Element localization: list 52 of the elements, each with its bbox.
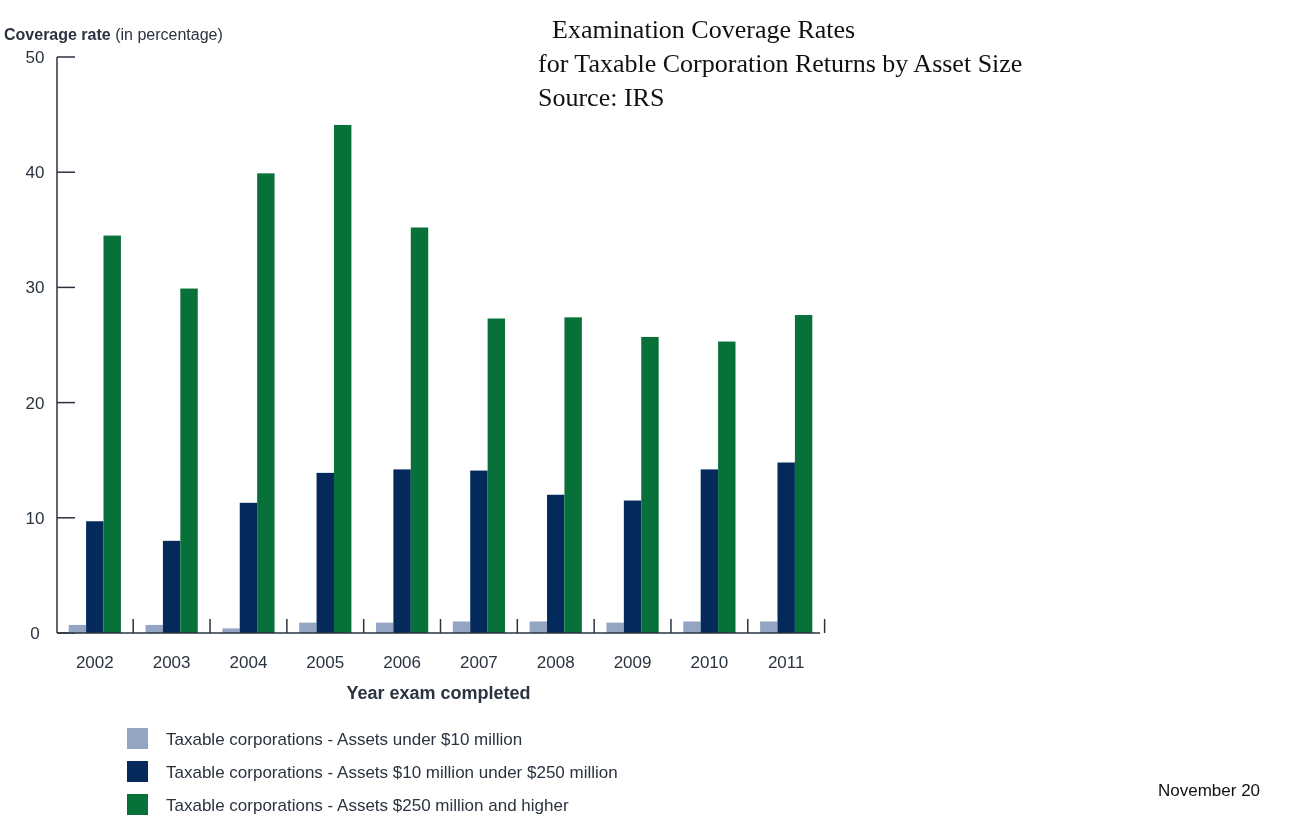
bar [470, 470, 488, 633]
x-tick-label: 2008 [536, 653, 575, 672]
bar [222, 628, 240, 633]
y-tick-label: 30 [25, 278, 45, 298]
y-tick-label: 0 [30, 623, 40, 643]
x-tick-label: 2005 [306, 653, 345, 672]
bar [86, 521, 104, 633]
x-tick-label: 2006 [383, 653, 421, 672]
bar [623, 500, 642, 633]
y-tick-label: 20 [25, 393, 45, 413]
y-tick-label: 40 [25, 163, 45, 183]
bar [606, 622, 624, 633]
legend-label: Taxable corporations - Assets $10 million under $250 million [166, 762, 618, 782]
bar [760, 621, 778, 633]
bar [547, 494, 565, 633]
bar [487, 318, 506, 633]
bar [777, 462, 795, 633]
x-axis-title: Year exam completed [346, 683, 531, 703]
bar [316, 472, 334, 633]
x-tick-label: 2010 [690, 653, 729, 672]
bar [239, 502, 258, 633]
bar [564, 317, 582, 633]
bar [103, 235, 121, 633]
bar [180, 288, 198, 633]
bar [683, 621, 701, 633]
x-tick-label: 2011 [767, 653, 805, 672]
text: November 20 [1158, 781, 1261, 800]
bar [641, 336, 659, 633]
bar [410, 227, 429, 633]
bar [794, 315, 813, 633]
bar [700, 469, 719, 633]
x-tick-label: 2002 [75, 653, 114, 672]
x-tick-label: 2003 [152, 653, 191, 672]
legend-label: Taxable corporations - Assets under $10 million [166, 729, 523, 749]
x-tick-label: 2004 [229, 653, 268, 672]
y-axis-title: Coverage rate (in percentage) [4, 26, 223, 43]
bar [452, 621, 471, 633]
bar [529, 621, 548, 633]
bar [299, 622, 317, 633]
chart-title: Examination Coverage Rates [552, 15, 856, 44]
x-tick-label: 2009 [613, 653, 652, 672]
y-tick-label: 10 [25, 508, 45, 528]
bar [718, 341, 736, 633]
bar [257, 173, 275, 633]
legend-label: Taxable corporations - Assets $250 million and higher [166, 795, 569, 815]
bar [162, 540, 181, 633]
bar [393, 469, 411, 633]
chart-subtitle: for Taxable Corporation Returns by Asset Size [538, 49, 1023, 78]
y-tick-label: 50 [25, 47, 45, 67]
x-tick-label: 2007 [460, 653, 498, 672]
annotation: Source: IRS [538, 83, 665, 112]
bar [333, 124, 352, 633]
